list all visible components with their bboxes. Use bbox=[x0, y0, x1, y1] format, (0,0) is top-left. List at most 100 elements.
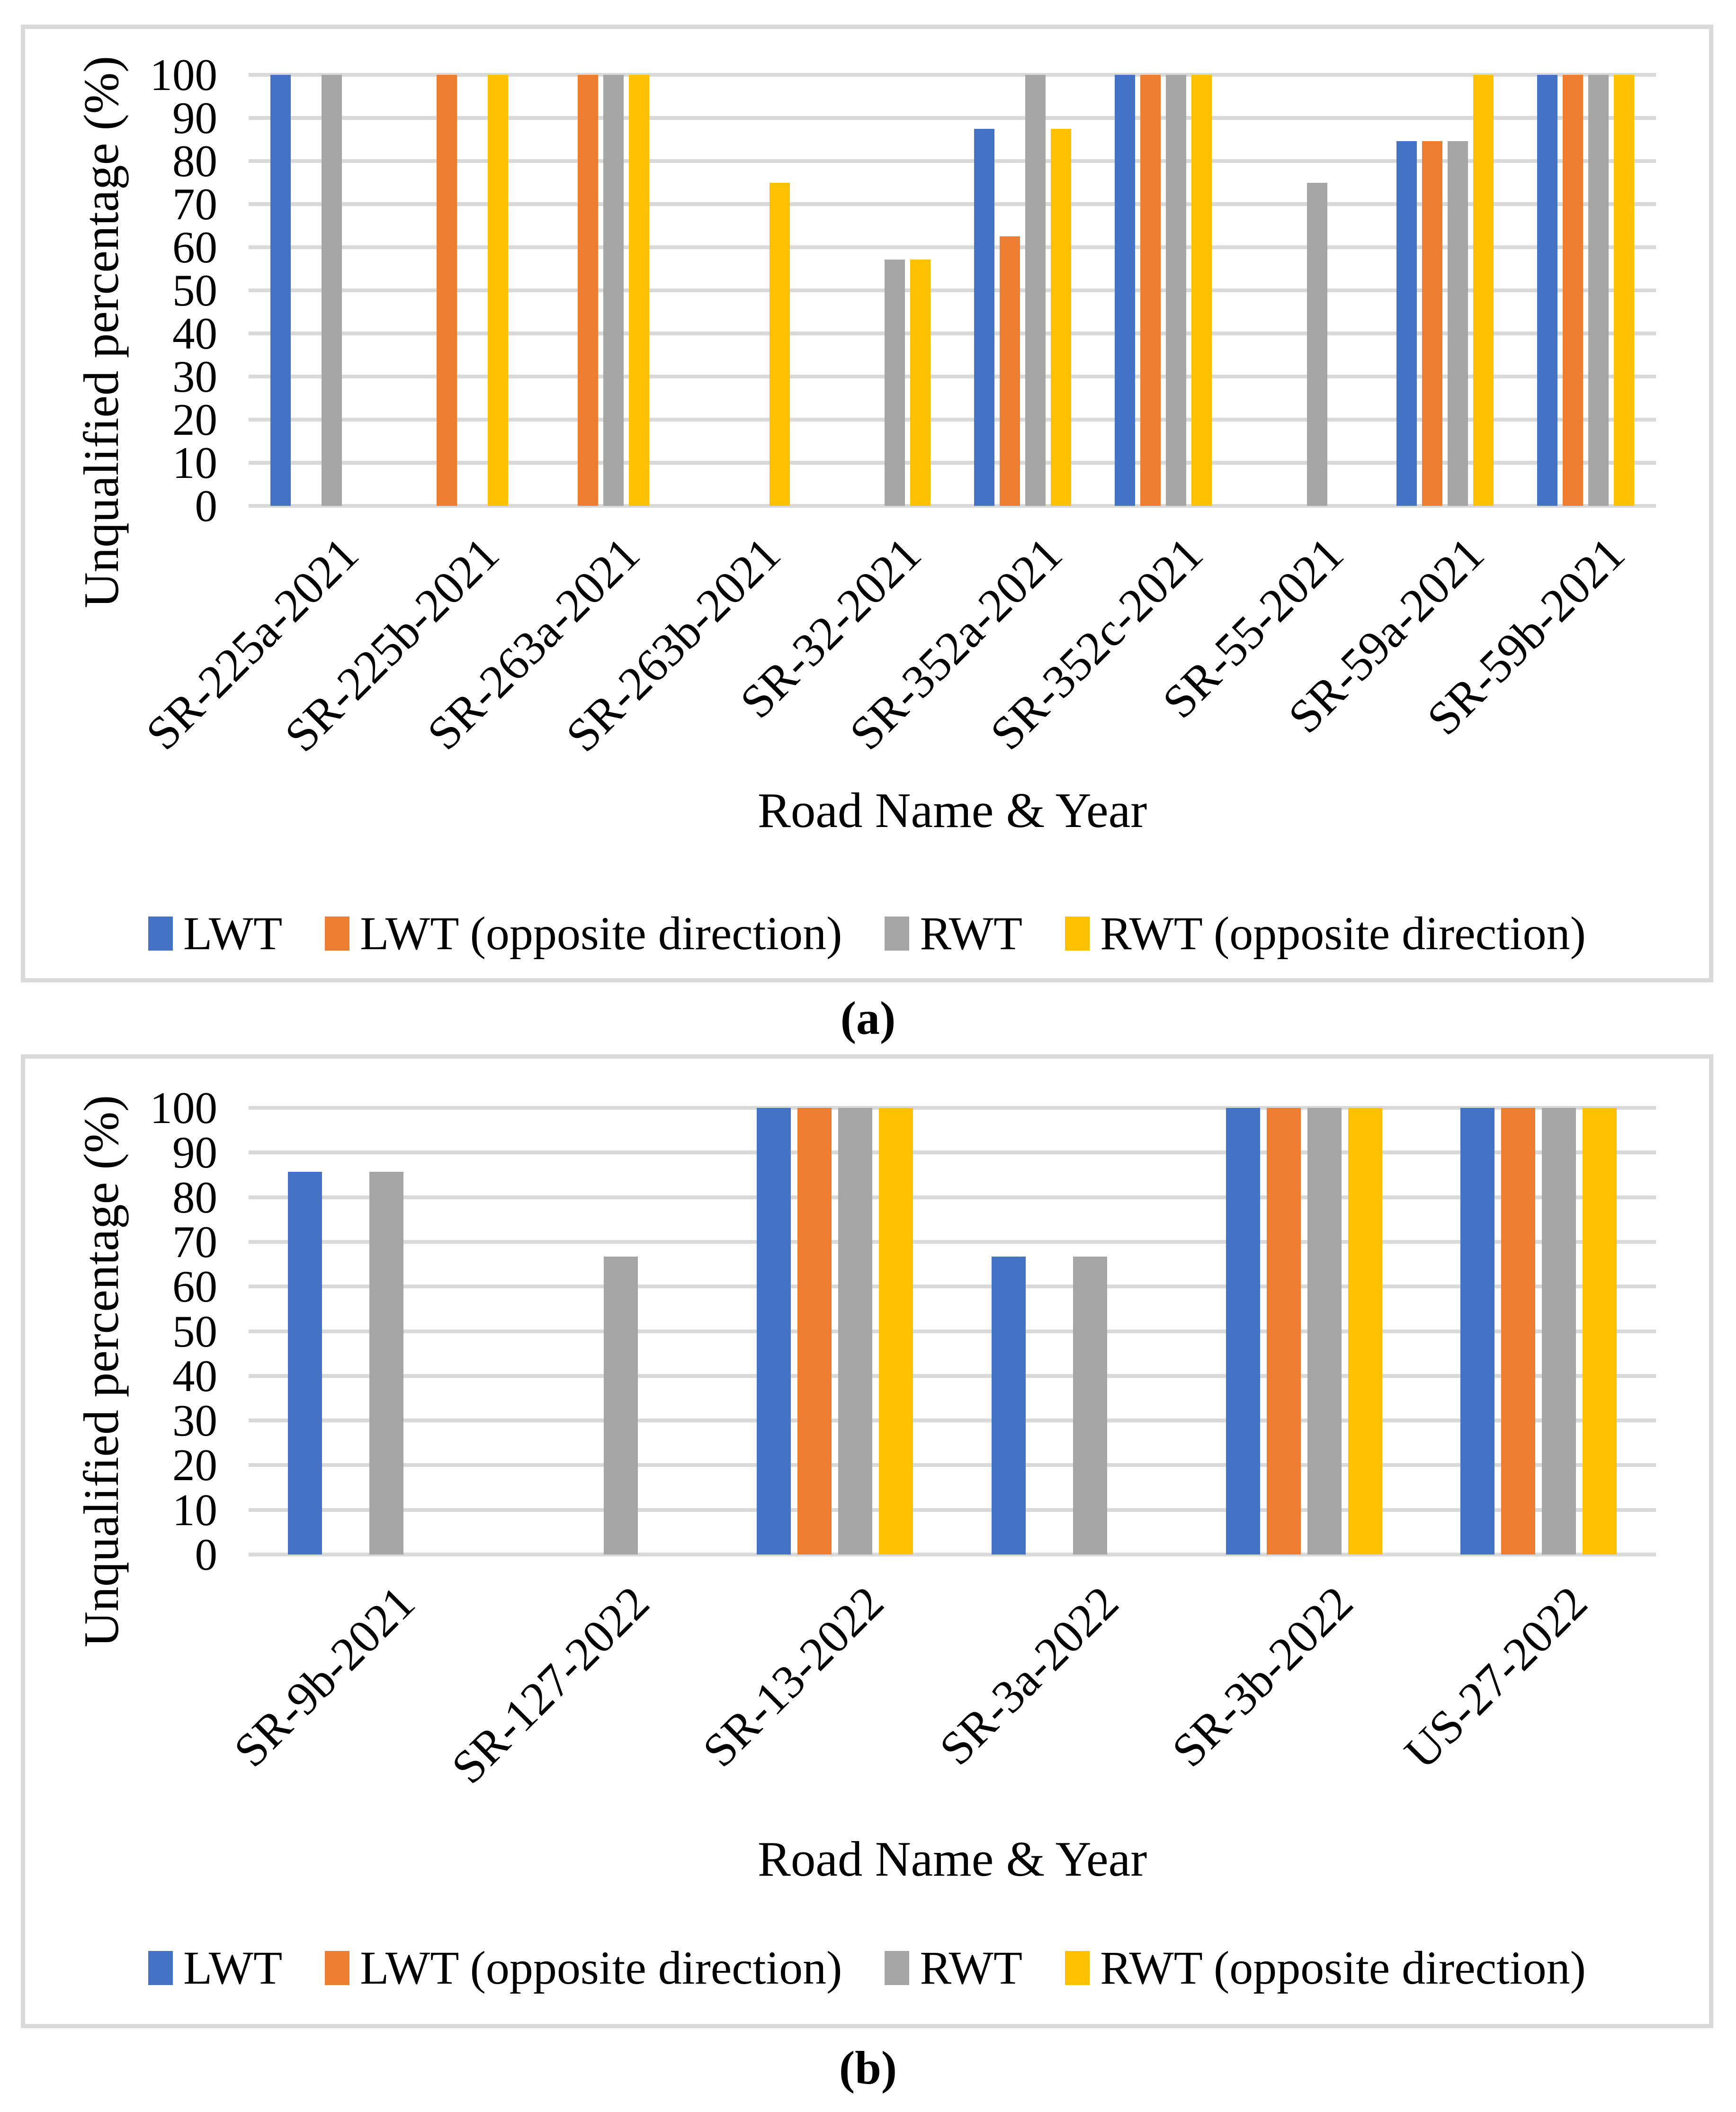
bar-slot bbox=[1256, 75, 1276, 506]
bar-lwt bbox=[757, 1108, 791, 1555]
bar-slot bbox=[757, 1108, 791, 1555]
y-tick-label: 10 bbox=[172, 1484, 217, 1535]
y-tick-label: 50 bbox=[172, 1306, 217, 1357]
category-group bbox=[1375, 75, 1515, 506]
bar-rwt bbox=[603, 75, 624, 506]
gridline bbox=[249, 1240, 1656, 1244]
bar-slot bbox=[270, 75, 291, 506]
bar-slot bbox=[693, 75, 713, 506]
category-group bbox=[671, 75, 812, 506]
bar-slot bbox=[1115, 75, 1136, 506]
category-group bbox=[812, 75, 952, 506]
y-tick-label: 30 bbox=[172, 1395, 217, 1446]
bar-slot bbox=[884, 75, 905, 506]
gridline bbox=[249, 1106, 1656, 1110]
bar-slot bbox=[563, 1108, 597, 1555]
bar-slot bbox=[1191, 75, 1212, 506]
legend-item-rwt-opposite-direction: RWT (opposite direction) bbox=[1065, 1942, 1586, 1994]
bar-slot bbox=[838, 1108, 873, 1555]
legend-swatch-rwt bbox=[885, 1951, 910, 1985]
bar-rwt-opposite-direction bbox=[1583, 1108, 1617, 1555]
bar-slot bbox=[437, 75, 457, 506]
bar-slot bbox=[462, 75, 483, 506]
bar-rwt bbox=[1542, 1108, 1576, 1555]
bar-lwt bbox=[287, 1171, 322, 1555]
y-tick-label: 80 bbox=[172, 1172, 217, 1222]
legend-swatch-lwt bbox=[148, 917, 173, 951]
gridline bbox=[249, 1463, 1656, 1467]
gridline bbox=[249, 1150, 1656, 1155]
y-tick-label: 0 bbox=[195, 481, 218, 531]
legend-item-rwt-opposite-direction: RWT (opposite direction) bbox=[1065, 908, 1586, 960]
bar-slot bbox=[577, 75, 598, 506]
gridline bbox=[249, 1374, 1656, 1378]
bar-slot bbox=[1032, 1108, 1066, 1555]
gridline bbox=[249, 159, 1656, 163]
gridline bbox=[249, 1285, 1656, 1289]
legend-item-lwt: LWT bbox=[148, 908, 282, 960]
legend-swatch-lwt bbox=[148, 1951, 173, 1985]
category-group bbox=[1422, 1108, 1656, 1555]
y-tick-label: 10 bbox=[172, 438, 217, 488]
gridline bbox=[249, 1553, 1656, 1556]
legend-item-rwt: RWT bbox=[885, 908, 1022, 960]
bar-rwt bbox=[1307, 1108, 1342, 1555]
gridline bbox=[249, 288, 1656, 292]
bar-slot bbox=[488, 75, 509, 506]
y-tick-label: 40 bbox=[172, 1350, 217, 1401]
bar-slot bbox=[744, 75, 764, 506]
legend-item-rwt: RWT bbox=[885, 1942, 1022, 1994]
bar-slot bbox=[1422, 75, 1442, 506]
y-tick-label: 20 bbox=[172, 1440, 217, 1491]
bar-slot bbox=[369, 1108, 403, 1555]
gridline bbox=[249, 1419, 1656, 1423]
bar-slot bbox=[1473, 75, 1494, 506]
bar-rwt bbox=[884, 260, 905, 506]
y-tick-label: 80 bbox=[172, 136, 217, 186]
y-tick-label: 30 bbox=[172, 351, 217, 402]
bar-rwt-opposite-direction bbox=[628, 75, 649, 506]
gridline bbox=[249, 1329, 1656, 1333]
x-axis-title: Road Name & Year bbox=[757, 1831, 1147, 1887]
bar-lwt-opposite-direction bbox=[437, 75, 457, 506]
category-group bbox=[1234, 75, 1374, 506]
bar-rwt bbox=[1166, 75, 1187, 506]
y-tick-label: 0 bbox=[195, 1529, 218, 1580]
gridline bbox=[249, 332, 1656, 335]
bar-rwt bbox=[1073, 1257, 1107, 1555]
bar-slot bbox=[1073, 1108, 1107, 1555]
bar-slot bbox=[1226, 1108, 1260, 1555]
legend-label: LWT bbox=[183, 1941, 283, 1994]
category-group bbox=[389, 75, 530, 506]
bar-slot bbox=[322, 75, 342, 506]
gridline bbox=[249, 418, 1656, 422]
bar-slot bbox=[411, 75, 431, 506]
bar-slot bbox=[1114, 1108, 1148, 1555]
category-group bbox=[530, 75, 671, 506]
bar-rwt-opposite-direction bbox=[879, 1108, 913, 1555]
bar-rwt-opposite-direction bbox=[910, 260, 931, 506]
bar-slot bbox=[552, 75, 573, 506]
legend-label: RWT bbox=[920, 1941, 1023, 1994]
y-tick-label: 20 bbox=[172, 395, 217, 445]
legend-label: RWT (opposite direction) bbox=[1100, 1941, 1586, 1994]
category-group bbox=[1187, 1108, 1421, 1555]
category-group bbox=[249, 1108, 483, 1555]
bar-slot bbox=[859, 75, 879, 506]
gridline bbox=[249, 73, 1656, 77]
bar-rwt-opposite-direction bbox=[488, 75, 509, 506]
gridline bbox=[249, 1195, 1656, 1199]
category-group bbox=[718, 1108, 952, 1555]
bar-lwt bbox=[1537, 75, 1557, 506]
legend-item-lwt-opposite-direction: LWT (opposite direction) bbox=[325, 908, 842, 960]
y-tick-label: 60 bbox=[172, 222, 217, 272]
bar-slot bbox=[522, 1108, 556, 1555]
bar-slot bbox=[1306, 75, 1327, 506]
bar-slot bbox=[1613, 75, 1634, 506]
gridline bbox=[249, 1508, 1656, 1512]
y-tick-label: 70 bbox=[172, 1216, 217, 1267]
y-tick-label: 70 bbox=[172, 179, 217, 229]
bar-lwt bbox=[1226, 1108, 1260, 1555]
y-tick-label: 100 bbox=[150, 1083, 218, 1133]
